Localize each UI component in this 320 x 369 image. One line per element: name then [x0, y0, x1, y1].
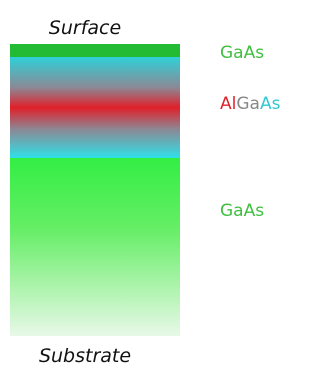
label-part: Ga [236, 94, 260, 114]
gaas-substrate-layer [10, 158, 180, 336]
page: {"top_label": "Surface", "bottom_label":… [0, 0, 320, 369]
gaas-cap-layer [10, 44, 180, 57]
diagram: Surface GaAs AlGaAs GaAs Substrate [0, 0, 316, 369]
layer-label: GaAs [220, 201, 264, 221]
label-part: Al [220, 94, 236, 114]
algaas-layer [10, 57, 180, 158]
surface-label: Surface [49, 17, 121, 39]
label-part: As [260, 94, 281, 114]
substrate-label: Substrate [39, 345, 131, 367]
layer-label: GaAs [220, 43, 264, 63]
layer-label: AlGaAs [220, 94, 281, 114]
